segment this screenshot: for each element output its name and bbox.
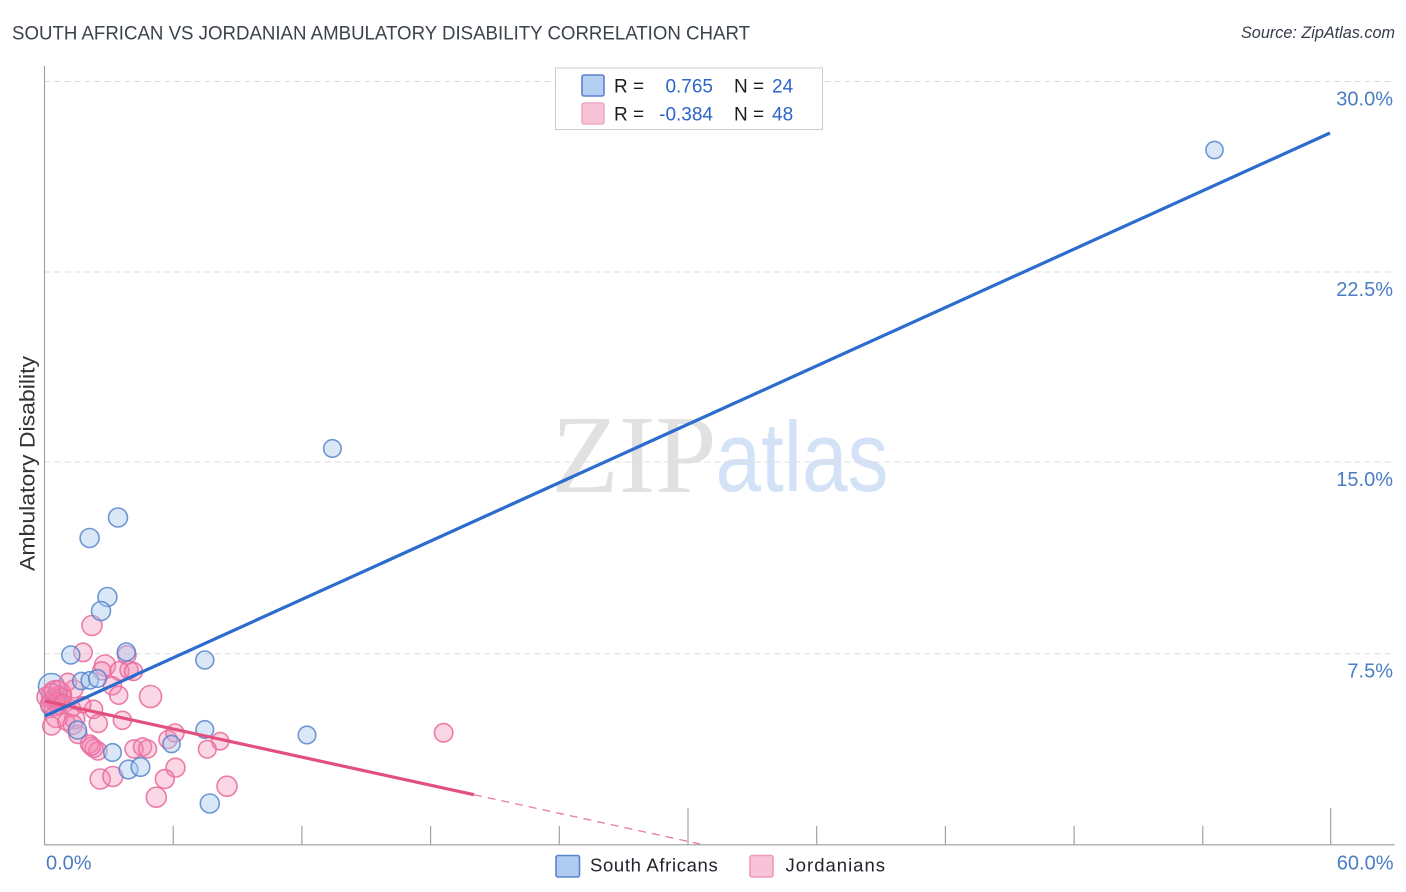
- svg-text:48: 48: [772, 105, 793, 126]
- svg-text:ZIP: ZIP: [552, 394, 717, 517]
- svg-text:22.5%: 22.5%: [1336, 279, 1393, 301]
- svg-text:24: 24: [772, 77, 794, 98]
- svg-text:0.0%: 0.0%: [46, 853, 92, 875]
- svg-text:R =: R =: [614, 105, 644, 126]
- svg-text:South Africans: South Africans: [590, 855, 718, 876]
- svg-text:N =: N =: [734, 105, 764, 126]
- svg-text:Source: ZipAtlas.com: Source: ZipAtlas.com: [1241, 23, 1395, 42]
- svg-text:N =: N =: [734, 77, 764, 98]
- svg-text:30.0%: 30.0%: [1336, 89, 1393, 111]
- svg-text:Jordanians: Jordanians: [786, 855, 887, 876]
- svg-text:60.0%: 60.0%: [1337, 853, 1394, 875]
- svg-text:SOUTH AFRICAN VS JORDANIAN AMB: SOUTH AFRICAN VS JORDANIAN AMBULATORY DI…: [12, 24, 750, 45]
- svg-text:7.5%: 7.5%: [1347, 661, 1393, 683]
- svg-text:atlas: atlas: [716, 401, 889, 512]
- svg-text:Ambulatory Disability: Ambulatory Disability: [16, 356, 40, 571]
- svg-text:0.765: 0.765: [665, 77, 713, 98]
- svg-text:-0.384: -0.384: [659, 105, 713, 126]
- svg-text:15.0%: 15.0%: [1336, 469, 1393, 491]
- svg-text:R =: R =: [614, 77, 644, 98]
